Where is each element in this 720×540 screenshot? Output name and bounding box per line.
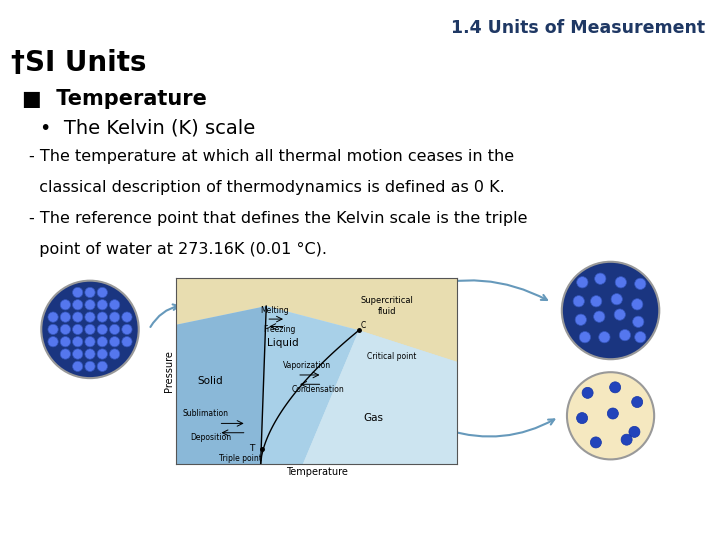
- Polygon shape: [176, 306, 266, 464]
- Circle shape: [580, 332, 590, 343]
- Text: Deposition: Deposition: [190, 433, 232, 442]
- Circle shape: [634, 278, 646, 289]
- Circle shape: [615, 276, 626, 288]
- Circle shape: [48, 336, 58, 347]
- Circle shape: [611, 294, 622, 305]
- Circle shape: [48, 312, 58, 322]
- Y-axis label: Pressure: Pressure: [163, 350, 174, 392]
- Text: classical description of thermodynamics is defined as 0 K.: classical description of thermodynamics …: [29, 180, 505, 195]
- Circle shape: [85, 349, 95, 359]
- Circle shape: [109, 349, 120, 359]
- Circle shape: [593, 311, 605, 322]
- Circle shape: [631, 396, 643, 408]
- Circle shape: [73, 349, 83, 359]
- Circle shape: [634, 332, 646, 343]
- Circle shape: [590, 437, 601, 448]
- Circle shape: [610, 382, 621, 393]
- Circle shape: [619, 329, 631, 341]
- Circle shape: [567, 372, 654, 460]
- Circle shape: [48, 324, 58, 334]
- FancyArrowPatch shape: [415, 280, 547, 300]
- Circle shape: [41, 281, 139, 378]
- Text: Freezing: Freezing: [264, 325, 296, 334]
- Circle shape: [582, 387, 593, 399]
- Text: Solid: Solid: [197, 375, 223, 386]
- Polygon shape: [176, 278, 457, 362]
- Circle shape: [97, 300, 107, 310]
- Circle shape: [109, 300, 120, 310]
- Circle shape: [73, 287, 83, 298]
- Circle shape: [575, 314, 587, 326]
- Text: Melting: Melting: [261, 307, 289, 315]
- Circle shape: [97, 349, 107, 359]
- Text: Liquid: Liquid: [267, 338, 299, 348]
- Circle shape: [60, 336, 71, 347]
- Circle shape: [73, 312, 83, 322]
- Circle shape: [85, 324, 95, 334]
- Circle shape: [595, 273, 606, 285]
- Text: - The temperature at which all thermal motion ceases in the: - The temperature at which all thermal m…: [29, 148, 514, 164]
- Circle shape: [85, 361, 95, 372]
- Circle shape: [109, 312, 120, 322]
- Circle shape: [590, 295, 602, 307]
- Circle shape: [122, 324, 132, 334]
- Circle shape: [60, 324, 71, 334]
- Circle shape: [73, 300, 83, 310]
- Text: Vaporization: Vaporization: [283, 361, 331, 369]
- Circle shape: [85, 287, 95, 298]
- Circle shape: [629, 427, 640, 437]
- Circle shape: [122, 336, 132, 347]
- Text: Critical point: Critical point: [367, 352, 417, 361]
- Circle shape: [73, 324, 83, 334]
- Text: Condensation: Condensation: [292, 384, 344, 394]
- Text: •  The Kelvin (K) scale: • The Kelvin (K) scale: [40, 119, 255, 138]
- Text: †SI Units: †SI Units: [11, 49, 146, 77]
- Circle shape: [109, 324, 120, 334]
- Text: C: C: [360, 321, 366, 330]
- Circle shape: [608, 408, 618, 419]
- Text: - The reference point that defines the Kelvin scale is the triple: - The reference point that defines the K…: [29, 211, 527, 226]
- Text: Triple point: Triple point: [219, 454, 261, 463]
- FancyArrowPatch shape: [150, 305, 179, 327]
- Circle shape: [109, 336, 120, 347]
- Text: T: T: [249, 444, 255, 454]
- Polygon shape: [302, 330, 457, 464]
- Circle shape: [97, 312, 107, 322]
- Circle shape: [60, 312, 71, 322]
- Circle shape: [631, 299, 643, 310]
- Polygon shape: [261, 306, 359, 464]
- Text: point of water at 273.16K (0.01 °C).: point of water at 273.16K (0.01 °C).: [29, 242, 327, 258]
- Circle shape: [621, 434, 632, 445]
- Circle shape: [614, 309, 626, 320]
- Circle shape: [97, 324, 107, 334]
- Text: Gas: Gas: [363, 413, 383, 423]
- Circle shape: [97, 287, 107, 298]
- Text: Supercritical
fluid: Supercritical fluid: [361, 296, 413, 316]
- Circle shape: [85, 300, 95, 310]
- Circle shape: [633, 316, 644, 327]
- Circle shape: [97, 336, 107, 347]
- Circle shape: [85, 336, 95, 347]
- X-axis label: Temperature: Temperature: [286, 467, 348, 477]
- Text: Sublimation: Sublimation: [182, 409, 228, 418]
- Text: ■  Temperature: ■ Temperature: [22, 89, 207, 109]
- Circle shape: [73, 336, 83, 347]
- Circle shape: [60, 300, 71, 310]
- Circle shape: [577, 276, 588, 288]
- Text: 1.4 Units of Measurement: 1.4 Units of Measurement: [451, 19, 706, 37]
- Circle shape: [599, 332, 610, 343]
- Circle shape: [73, 361, 83, 372]
- FancyArrowPatch shape: [448, 420, 554, 436]
- Circle shape: [577, 413, 588, 423]
- Circle shape: [122, 312, 132, 322]
- Circle shape: [60, 349, 71, 359]
- Circle shape: [573, 295, 585, 307]
- Circle shape: [97, 361, 107, 372]
- Circle shape: [562, 262, 660, 359]
- Circle shape: [85, 312, 95, 322]
